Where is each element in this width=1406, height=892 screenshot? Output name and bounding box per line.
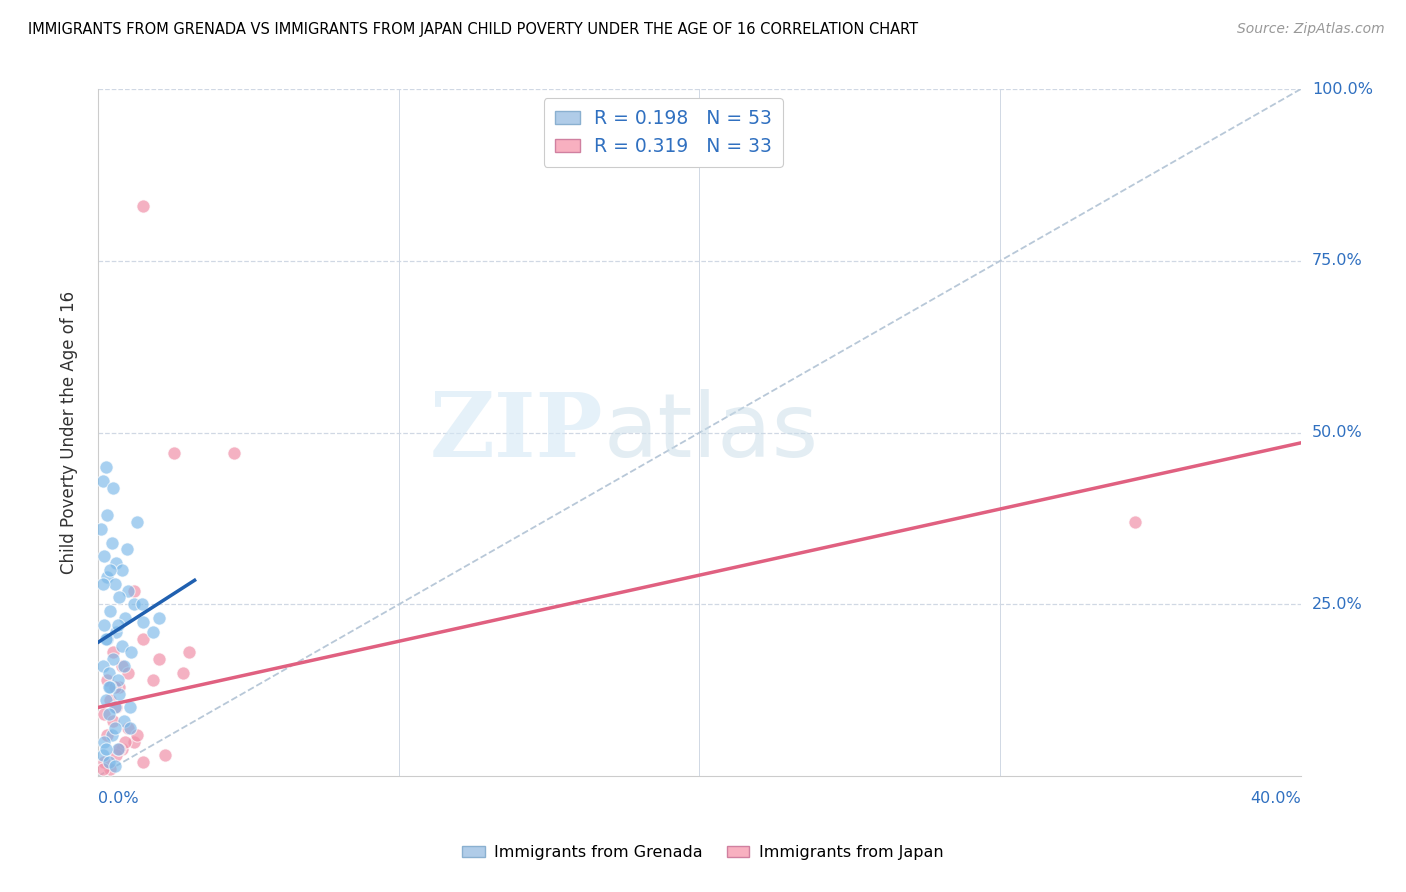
Point — [96, 673, 118, 687]
Text: IMMIGRANTS FROM GRENADA VS IMMIGRANTS FROM JAPAN CHILD POVERTY UNDER THE AGE OF : IMMIGRANTS FROM GRENADA VS IMMIGRANTS FR… — [28, 22, 918, 37]
Point — [105, 624, 128, 639]
Point — [97, 665, 120, 680]
Text: 75.0%: 75.0% — [1312, 253, 1362, 268]
Point — [177, 645, 200, 659]
Point — [108, 591, 131, 605]
Point — [94, 632, 117, 646]
Point — [148, 652, 170, 666]
Point — [111, 741, 134, 756]
Point — [97, 680, 120, 694]
Point — [93, 707, 115, 722]
Point — [93, 756, 115, 770]
Point — [107, 673, 129, 687]
Point — [132, 615, 155, 629]
Point — [108, 687, 131, 701]
Point — [94, 741, 117, 756]
Point — [111, 659, 134, 673]
Point — [153, 748, 176, 763]
Point — [132, 199, 155, 213]
Point — [111, 639, 134, 653]
Point — [94, 460, 117, 475]
Point — [141, 624, 163, 639]
Point — [103, 481, 125, 495]
Point — [104, 700, 127, 714]
Point — [104, 758, 127, 772]
Point — [96, 728, 118, 742]
Point — [105, 700, 128, 714]
Point — [131, 598, 153, 612]
Legend: R = 0.198   N = 53, R = 0.319   N = 33: R = 0.198 N = 53, R = 0.319 N = 33 — [544, 98, 783, 167]
Point — [148, 611, 170, 625]
Point — [100, 693, 122, 707]
Point — [118, 721, 141, 735]
Point — [104, 576, 127, 591]
Point — [108, 741, 131, 756]
Point — [100, 762, 122, 776]
Point — [108, 680, 131, 694]
Point — [124, 583, 146, 598]
Point — [1123, 515, 1146, 529]
Point — [96, 632, 118, 646]
Point — [172, 665, 194, 680]
Text: Source: ZipAtlas.com: Source: ZipAtlas.com — [1237, 22, 1385, 37]
Point — [115, 542, 138, 557]
Point — [103, 652, 125, 666]
Point — [104, 721, 127, 735]
Point — [111, 563, 134, 577]
Point — [124, 598, 146, 612]
Point — [96, 570, 118, 584]
Point — [117, 721, 139, 735]
Point — [162, 446, 184, 460]
Point — [94, 693, 117, 707]
Legend: Immigrants from Grenada, Immigrants from Japan: Immigrants from Grenada, Immigrants from… — [456, 838, 950, 866]
Point — [93, 549, 115, 564]
Point — [105, 748, 128, 763]
Point — [118, 700, 141, 714]
Point — [91, 474, 114, 488]
Text: 25.0%: 25.0% — [1312, 597, 1362, 612]
Point — [101, 535, 124, 549]
Point — [114, 611, 136, 625]
Point — [91, 748, 114, 763]
Point — [91, 762, 114, 776]
Point — [132, 632, 155, 646]
Point — [112, 714, 135, 728]
Point — [141, 673, 163, 687]
Point — [132, 756, 155, 770]
Point — [97, 756, 120, 770]
Text: atlas: atlas — [603, 389, 818, 476]
Point — [100, 563, 122, 577]
Point — [127, 728, 149, 742]
Point — [97, 707, 120, 722]
Point — [107, 741, 129, 756]
Point — [96, 508, 118, 522]
Point — [100, 604, 122, 618]
Point — [100, 680, 122, 694]
Y-axis label: Child Poverty Under the Age of 16: Child Poverty Under the Age of 16 — [59, 291, 77, 574]
Point — [127, 515, 149, 529]
Point — [114, 735, 136, 749]
Point — [104, 680, 127, 694]
Point — [91, 659, 114, 673]
Text: ZIP: ZIP — [430, 389, 603, 476]
Point — [105, 556, 128, 570]
Point — [121, 645, 143, 659]
Point — [103, 645, 125, 659]
Point — [103, 714, 125, 728]
Text: 40.0%: 40.0% — [1250, 791, 1301, 805]
Point — [90, 522, 112, 536]
Text: 50.0%: 50.0% — [1312, 425, 1362, 440]
Point — [101, 728, 124, 742]
Point — [117, 665, 139, 680]
Point — [112, 659, 135, 673]
Text: 0.0%: 0.0% — [98, 791, 139, 805]
Point — [222, 446, 245, 460]
Point — [93, 735, 115, 749]
Point — [124, 735, 146, 749]
Point — [117, 583, 139, 598]
Point — [91, 576, 114, 591]
Text: 100.0%: 100.0% — [1312, 82, 1372, 96]
Point — [93, 618, 115, 632]
Point — [107, 618, 129, 632]
